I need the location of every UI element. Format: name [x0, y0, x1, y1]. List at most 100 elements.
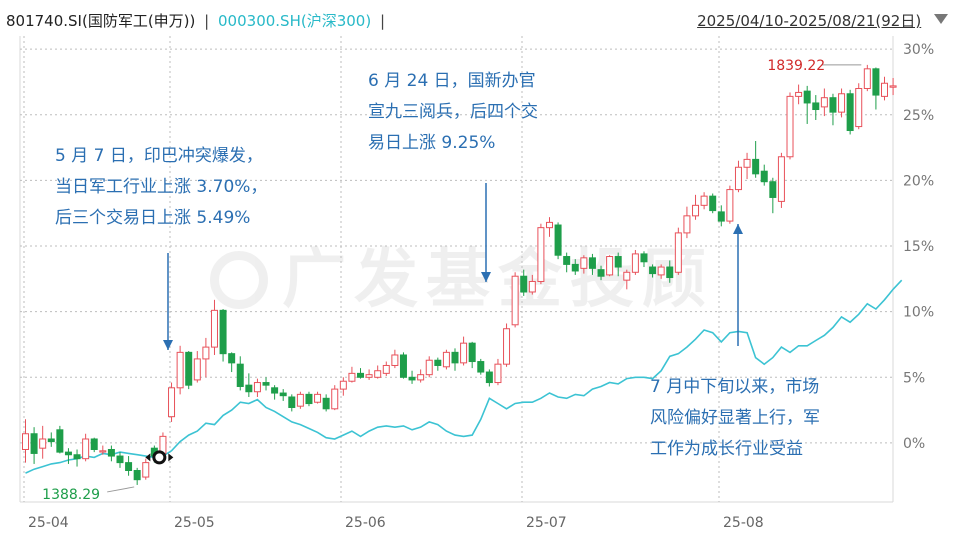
candlestick — [503, 323, 511, 367]
candle-body — [245, 384, 253, 393]
candle-body — [365, 374, 373, 378]
annotation-india-pakistan: 5 月 7 日，印巴冲突爆发， 当日军工行业上涨 3.70%， 后三个交易日上涨… — [55, 141, 267, 234]
candlestick — [640, 251, 648, 268]
annotation-line: 当日军工行业上涨 3.70%， — [55, 177, 268, 197]
annotation-arrows-layer — [163, 183, 743, 350]
candle-body — [640, 253, 648, 263]
benchmark-series-name[interactable]: 000300.SH(沪深300) — [218, 12, 372, 30]
x-tick-label: 25-08 — [723, 515, 764, 531]
candle-body — [795, 91, 803, 97]
candlestick — [520, 269, 528, 296]
candlestick — [391, 349, 399, 369]
candle-body — [314, 393, 322, 403]
candlestick — [56, 425, 64, 454]
candle-body — [176, 351, 184, 389]
dropdown-triangle-icon[interactable] — [934, 14, 948, 24]
candlestick — [107, 445, 115, 462]
candle-body — [322, 397, 330, 410]
candlestick — [700, 192, 708, 210]
date-range-selector[interactable]: 2025/04/10-2025/08/21(92日) — [697, 10, 948, 31]
candlestick — [477, 358, 485, 375]
candlestick — [803, 85, 811, 124]
candle-body — [563, 256, 571, 265]
candlestick — [82, 433, 90, 462]
candlestick — [855, 83, 863, 130]
candle-body — [262, 382, 270, 386]
candle-body — [408, 376, 416, 381]
candlestick — [606, 255, 614, 277]
candlestick — [288, 394, 296, 412]
candlestick — [734, 160, 742, 193]
candle-body — [597, 269, 605, 277]
annotation-line: 工作为成长行业受益 — [650, 439, 803, 459]
candlestick — [142, 458, 150, 480]
candlestick — [683, 206, 691, 239]
candle-body — [382, 364, 390, 374]
candle-body — [889, 85, 897, 88]
candlestick — [554, 222, 562, 260]
candle-body — [339, 380, 347, 390]
candlestick — [777, 152, 785, 208]
candle-body — [829, 97, 837, 113]
candle-body — [374, 370, 382, 378]
candlestick — [545, 217, 553, 237]
candlestick — [666, 260, 674, 283]
candle-body — [692, 204, 700, 217]
candlestick — [760, 164, 768, 186]
watermark-logo-icon — [210, 251, 268, 309]
candle-body — [73, 454, 81, 460]
x-tick-label: 25-07 — [526, 515, 567, 531]
cursor-arrow-right-icon — [168, 453, 174, 462]
title-separator-end: | — [379, 12, 386, 30]
candle-body — [657, 266, 665, 276]
candlestick — [812, 95, 820, 121]
candle-body — [803, 90, 811, 104]
annotation-arrow-may7-head — [163, 340, 173, 350]
candle-body — [786, 95, 794, 158]
annotation-arrow-jun24-head — [481, 272, 491, 282]
candlestick — [133, 467, 141, 485]
candle-body — [734, 166, 742, 191]
candlestick — [47, 432, 55, 447]
candlestick — [348, 366, 356, 383]
candlestick — [631, 249, 639, 275]
annotation-line: 5 月 7 日，印巴冲突爆发， — [55, 146, 263, 166]
title-separator: | — [204, 12, 210, 30]
candlestick — [219, 309, 227, 362]
candle-body — [649, 266, 657, 275]
series-title-group: 801740.SI(国防军工(申万)) | 000300.SH(沪深300) | — [6, 10, 389, 31]
candlestick — [623, 269, 631, 290]
candlestick — [168, 382, 176, 422]
candlestick — [528, 274, 536, 295]
candle-body — [47, 438, 55, 443]
candlestick — [451, 348, 459, 371]
candle-body — [434, 359, 442, 366]
candlestick — [193, 351, 201, 383]
candlestick — [468, 341, 476, 369]
index-series-name[interactable]: 801740.SI(国防军工(申万)) — [6, 12, 196, 30]
candlestick — [425, 356, 433, 378]
candle-body — [202, 346, 210, 360]
candlestick — [374, 365, 382, 379]
candle-body — [623, 271, 631, 281]
candle-body — [56, 429, 64, 453]
candle-body — [838, 93, 846, 113]
candlestick — [39, 425, 47, 459]
candlestick — [382, 361, 390, 376]
candlestick — [537, 223, 545, 285]
candlestick — [571, 259, 579, 275]
candlestick — [838, 88, 846, 118]
candle-body — [399, 354, 407, 378]
low-marker-arrow — [107, 486, 135, 493]
candle-body — [271, 387, 279, 394]
x-tick-label: 25-04 — [28, 515, 69, 531]
candle-body — [588, 257, 596, 269]
candlestick — [305, 391, 313, 407]
candle-body — [185, 351, 193, 386]
candle-body — [30, 433, 38, 454]
date-range-text[interactable]: 2025/04/10-2025/08/21(92日) — [697, 12, 922, 30]
candle-body — [99, 450, 107, 453]
candle-body — [451, 351, 459, 364]
candle-body — [545, 221, 553, 229]
